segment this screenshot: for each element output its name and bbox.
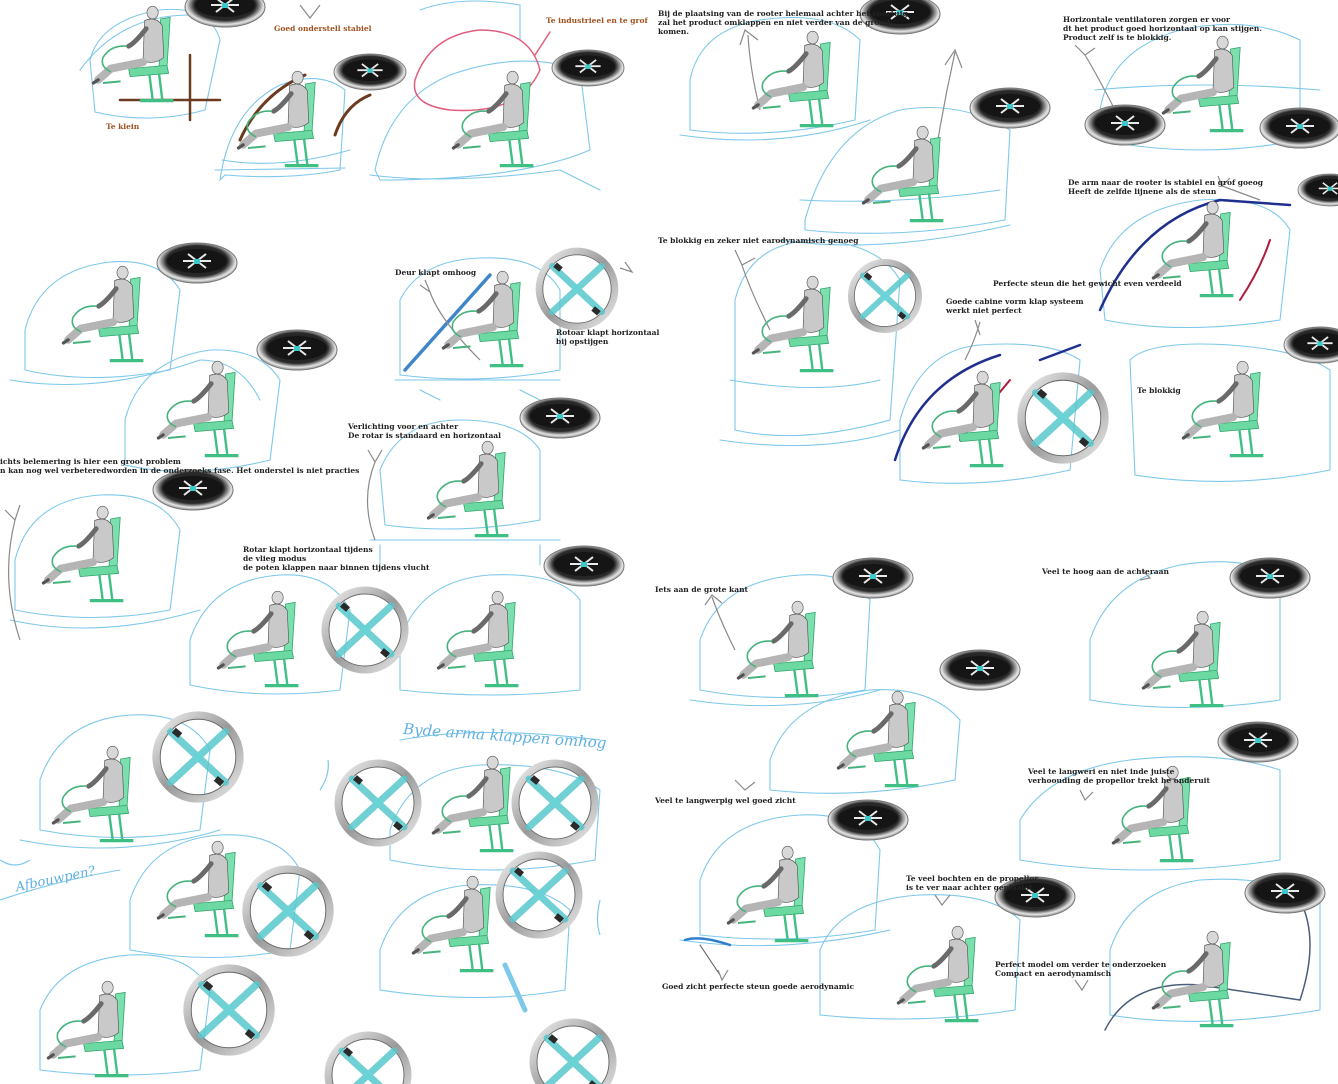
note-rotor-placement: Bij de plaatsing van de rooter helemaal … [658,9,908,36]
note-lighting: Verlichting voor en achter De rotar is s… [348,422,502,440]
note-horizontal-fans: Horizontale ventilatoren zorgen er voor … [1063,15,1262,42]
note-good-undercarriage: Goed onderstell stabiel [274,24,372,33]
note-too-elongated: Veel te langwerpig wel goed zicht [655,796,796,805]
note-perfect-support: Perfecte steun die het gewicht even verd… [993,279,1182,288]
note-too-high-rear: Veel te hoog aan de achteraan [1042,567,1169,576]
note-perfect-model: Perfect model om verder te onderzoeken C… [995,960,1167,978]
note-wrong-proportion: Veel te langweri en niet inde juiste ver… [1028,767,1210,785]
note-door-up: Deur klapt omhoog [395,268,477,277]
note-too-blocky-aero: Te blokkig en zeker niet earodynamisch g… [658,236,859,245]
note-rotor-horizontal-takeoff: Rotoar klapt horizontaal bij opstijgen [556,328,660,346]
note-visibility-problem: ichts belemering is hier een groot probl… [0,457,360,475]
note-rotor-arm: De arm naar de rooter is stabiel en grof… [1068,178,1264,196]
note-too-industrial: Te industrieel en te grof [546,16,648,25]
blue-scribbles [0,759,601,936]
note-too-small: Te klein [106,122,140,131]
note-bit-large: Iets aan de grote kant [655,585,749,594]
note-good-cabin: Goede cabine vorm klap systeem werkt nie… [946,297,1084,315]
annotation-arrows [4,4,1261,992]
note-too-blocky: Te blokkig [1137,386,1181,395]
note-rotor-flight-mode: Rotar klapt horizontaal tijdens de vlieg… [243,545,430,572]
note-good-view: Goed zicht perfecte steun goede aerodyna… [662,982,855,991]
note-too-many-curves: Te veel bochten en de propellor is te ve… [906,874,1039,892]
pilot-figures [43,6,1263,1075]
